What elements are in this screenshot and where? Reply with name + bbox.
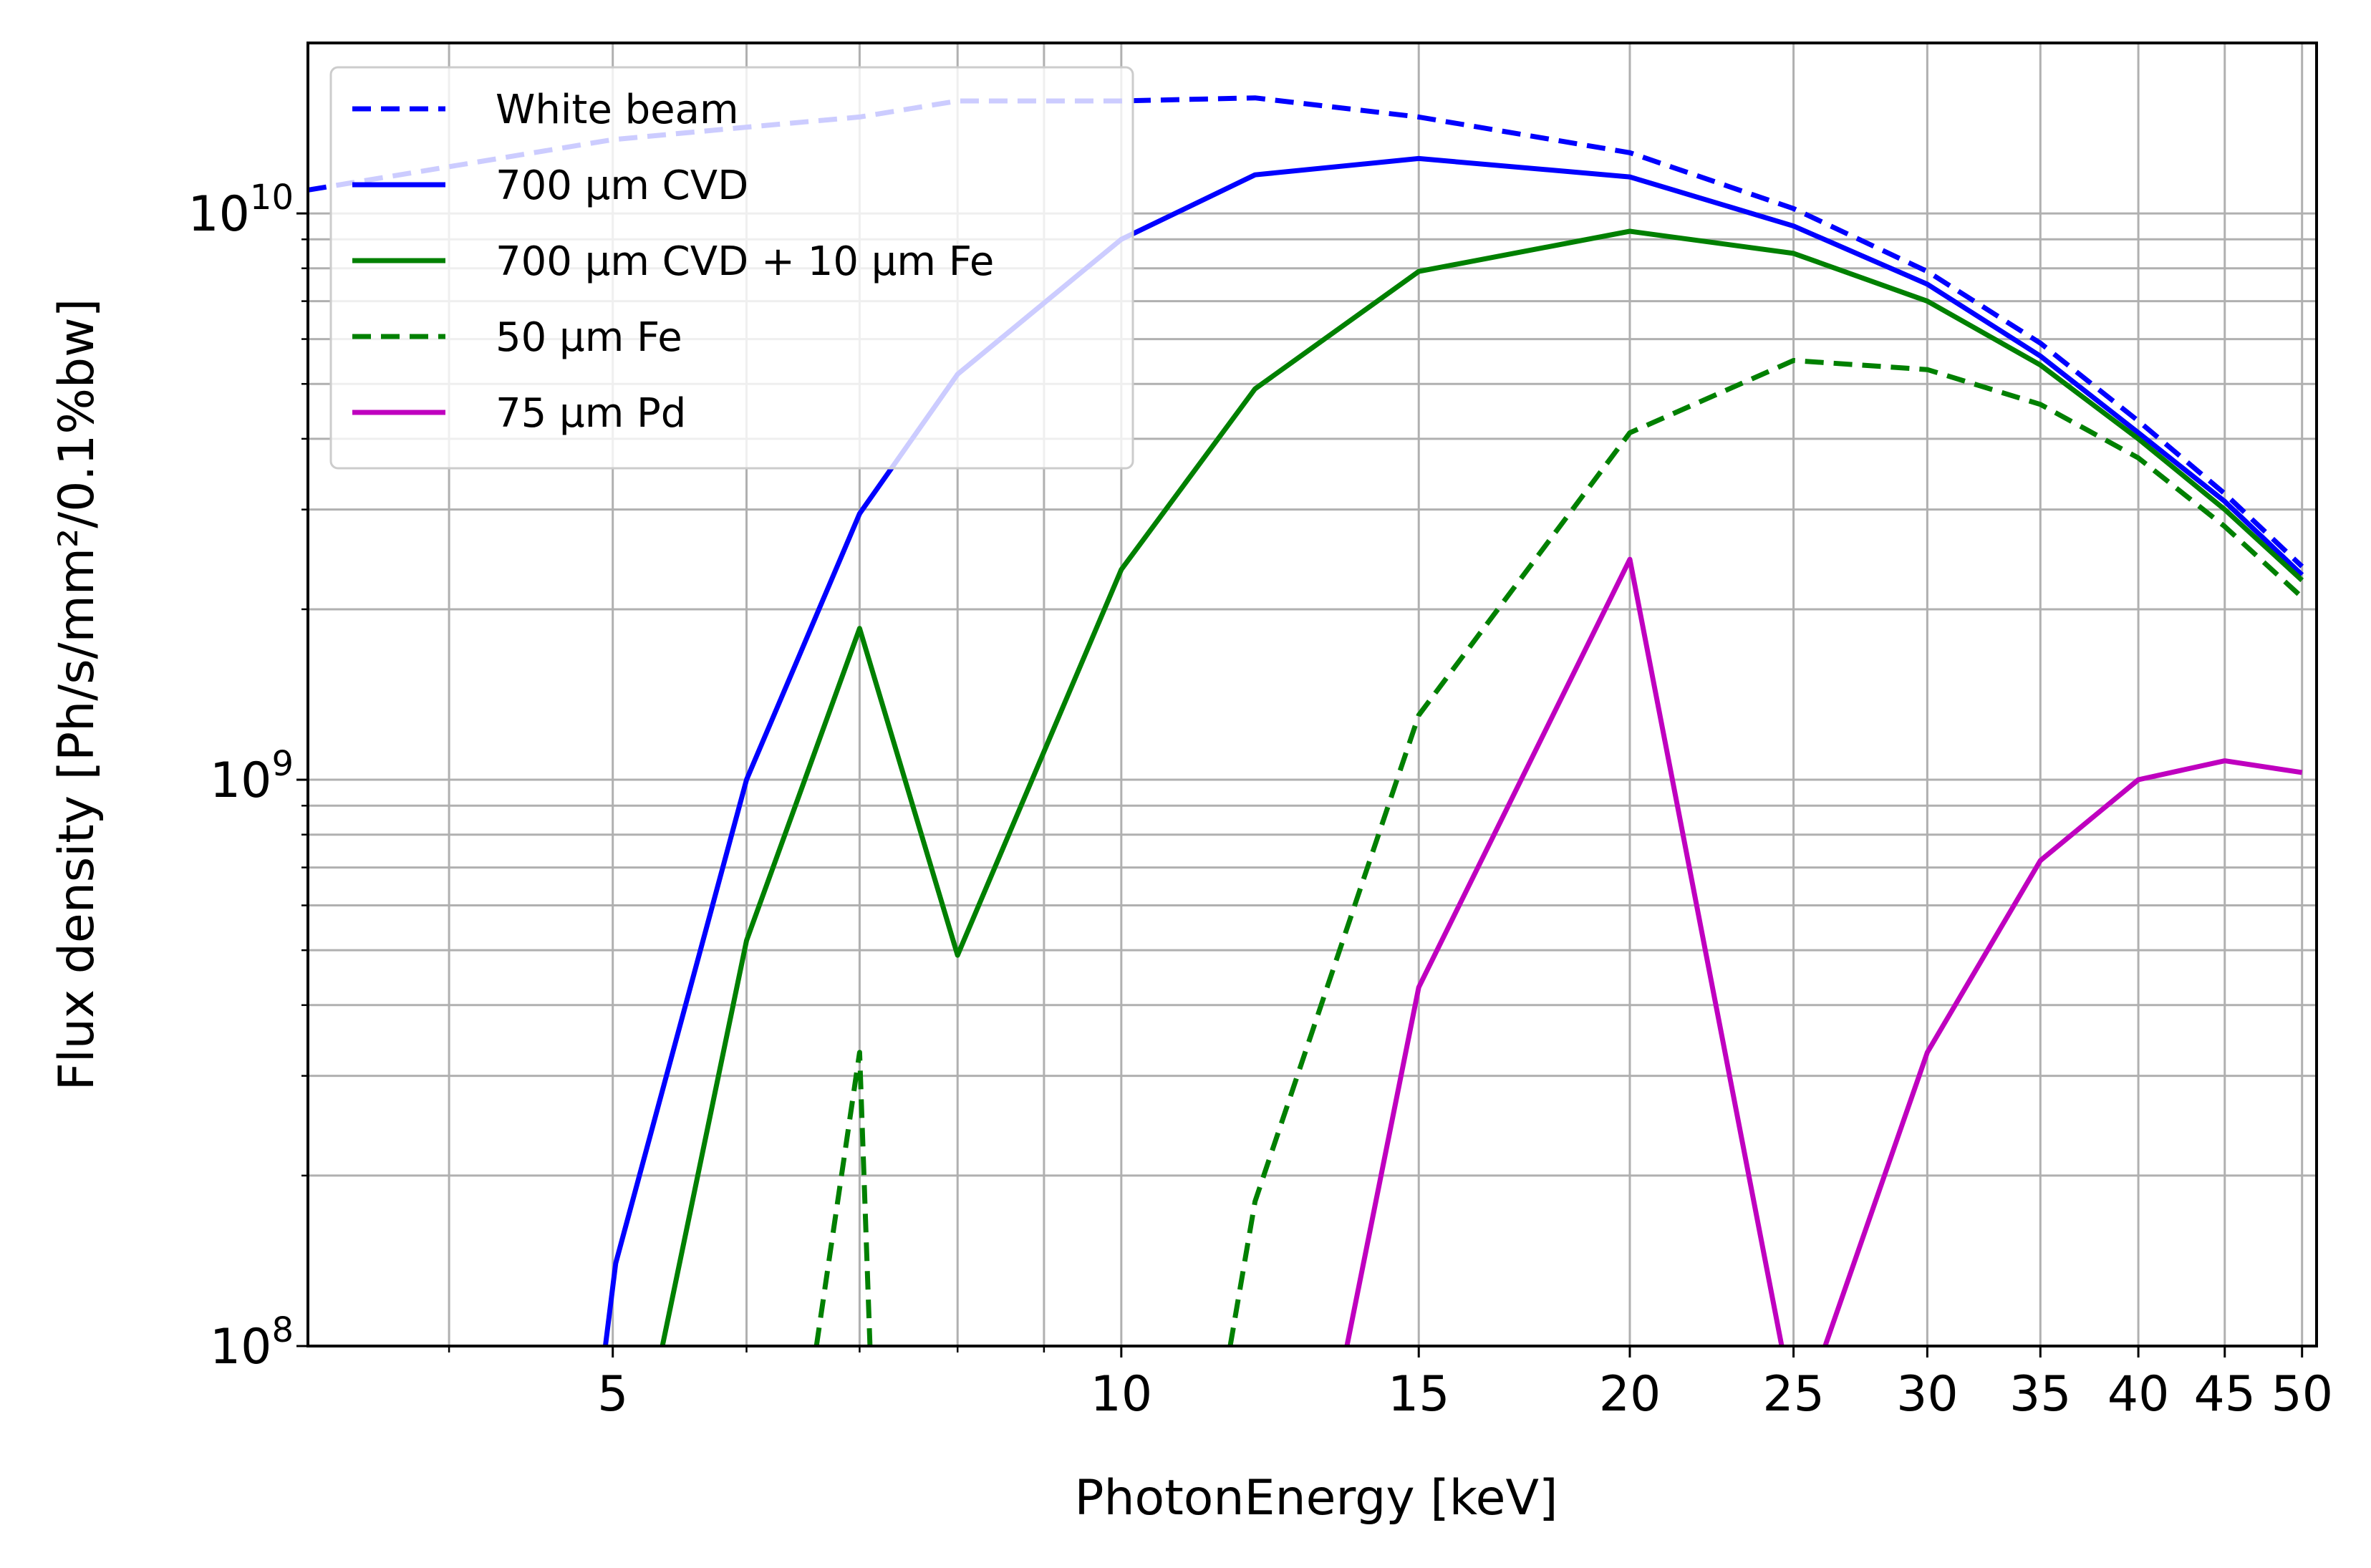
x-tick-label: 20: [1599, 1366, 1661, 1423]
series-line-4: [813, 1050, 873, 1346]
series-line-4: [1227, 358, 2304, 1346]
x-tick-label: 5: [597, 1366, 628, 1423]
series-lines: [308, 95, 2304, 1346]
axis-ticks: 5 10 15 20 25 30 35 40 45 50 108 109 1010: [188, 178, 2333, 1423]
legend-label: 50 μm Fe: [496, 314, 682, 361]
plot-frame: [306, 42, 2318, 1347]
x-tick-label: 45: [2194, 1366, 2256, 1423]
y-tick-label: 109: [210, 744, 294, 809]
series-line-5: [1822, 758, 2303, 1346]
x-tick-label: 35: [2009, 1366, 2072, 1423]
legend-box: [329, 66, 1134, 470]
x-tick-label: 40: [2107, 1366, 2170, 1423]
x-tick-label: 50: [2271, 1366, 2333, 1423]
x-tick-label: 30: [1896, 1366, 1959, 1423]
legend-label: White beam: [496, 87, 739, 133]
legend-label: 75 μm Pd: [496, 390, 686, 437]
y-tick-label: 1010: [188, 178, 294, 243]
x-tick-label: 10: [1091, 1366, 1153, 1423]
legend-label: 700 μm CVD: [496, 163, 748, 209]
series-line-3: [660, 228, 2304, 1346]
y-tick-label: 108: [210, 1310, 294, 1375]
legend-label: 700 μm CVD + 10 μm Fe: [496, 238, 994, 285]
y-axis-label: Flux density [Ph/s/mm²/0.1%bw]: [49, 299, 105, 1091]
x-axis-label: PhotonEnergy [keV]: [1074, 1470, 1558, 1526]
series-line-2: [602, 155, 2304, 1346]
x-tick-label: 15: [1388, 1366, 1450, 1423]
series-line-5: [1344, 556, 1785, 1346]
series-line-1: [308, 95, 2304, 568]
grid-lines: [308, 43, 2317, 1347]
x-tick-label: 25: [1762, 1366, 1825, 1423]
legend: White beam 700 μm CVD 700 μm CVD + 10 μm F…: [329, 66, 1134, 470]
